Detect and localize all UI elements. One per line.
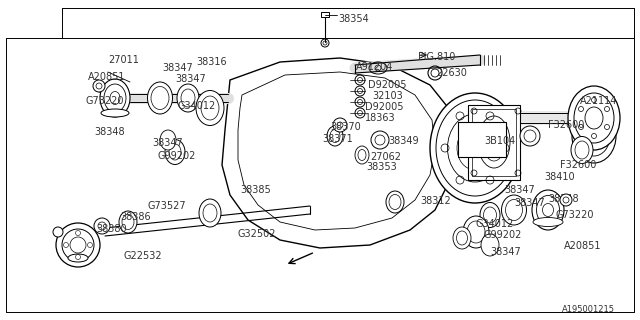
Text: 38354: 38354: [338, 14, 369, 24]
Ellipse shape: [177, 84, 199, 112]
Circle shape: [560, 194, 572, 206]
Text: FIG.810: FIG.810: [418, 52, 456, 62]
Ellipse shape: [119, 211, 137, 233]
Ellipse shape: [568, 86, 620, 150]
Text: 32103: 32103: [372, 91, 403, 101]
Text: A21114: A21114: [580, 96, 618, 106]
Text: G73220: G73220: [556, 210, 595, 220]
Text: G32502: G32502: [238, 229, 276, 239]
Text: 38347: 38347: [514, 198, 545, 208]
Text: D92005: D92005: [368, 80, 406, 90]
Circle shape: [53, 227, 63, 237]
Text: 38312: 38312: [420, 196, 451, 206]
Text: 3B104: 3B104: [484, 136, 515, 146]
Circle shape: [333, 118, 347, 132]
Circle shape: [56, 223, 100, 267]
Ellipse shape: [147, 82, 173, 114]
Text: 38380: 38380: [96, 224, 127, 234]
Ellipse shape: [199, 199, 221, 227]
Text: 38348: 38348: [548, 194, 579, 204]
Bar: [321, 12, 329, 17]
Text: 27011: 27011: [108, 55, 139, 65]
Text: 38348: 38348: [94, 127, 125, 137]
Ellipse shape: [502, 195, 527, 225]
Text: 38410: 38410: [544, 172, 575, 182]
Text: D92005: D92005: [365, 102, 403, 112]
Text: A20851: A20851: [88, 72, 125, 82]
Text: 38370: 38370: [330, 122, 361, 132]
Text: A195001215: A195001215: [562, 305, 615, 314]
Ellipse shape: [532, 190, 564, 230]
Ellipse shape: [100, 79, 130, 117]
Ellipse shape: [165, 140, 185, 164]
Text: 38316: 38316: [196, 57, 227, 67]
Text: 38385: 38385: [240, 185, 271, 195]
Text: 38347: 38347: [490, 247, 521, 257]
Bar: [458, 122, 506, 157]
Ellipse shape: [430, 93, 520, 203]
Text: 38347: 38347: [152, 138, 183, 148]
Text: G34012: G34012: [476, 219, 515, 229]
Text: A91204: A91204: [356, 62, 394, 72]
Text: 38386: 38386: [120, 212, 150, 222]
Text: A20851: A20851: [564, 241, 602, 251]
Circle shape: [520, 126, 540, 146]
Text: 38347: 38347: [162, 63, 193, 73]
Polygon shape: [222, 58, 455, 248]
Circle shape: [93, 80, 105, 92]
Ellipse shape: [327, 126, 343, 146]
Ellipse shape: [196, 91, 224, 125]
Ellipse shape: [481, 234, 499, 256]
Ellipse shape: [160, 130, 176, 150]
Ellipse shape: [386, 191, 404, 213]
Ellipse shape: [68, 254, 88, 262]
Bar: [472, 109, 516, 176]
Text: G99202: G99202: [158, 151, 196, 161]
Ellipse shape: [453, 227, 471, 249]
Text: 38371: 38371: [322, 134, 353, 144]
Circle shape: [371, 131, 389, 149]
Text: 27062: 27062: [370, 152, 401, 162]
Text: G34012: G34012: [178, 101, 216, 111]
Text: 18363: 18363: [365, 113, 396, 123]
Ellipse shape: [463, 216, 489, 248]
Text: G99202: G99202: [484, 230, 522, 240]
Circle shape: [94, 218, 110, 234]
Text: 38347: 38347: [504, 185, 535, 195]
Text: G73527: G73527: [148, 201, 187, 211]
Bar: [468, 105, 520, 180]
Ellipse shape: [572, 109, 616, 163]
Text: 38347: 38347: [175, 74, 205, 84]
Text: 22630: 22630: [436, 68, 467, 78]
Text: G22532: G22532: [124, 251, 163, 261]
Text: F32600: F32600: [560, 160, 596, 170]
Text: G73220: G73220: [86, 96, 125, 106]
Text: 38349: 38349: [388, 136, 419, 146]
Ellipse shape: [480, 203, 500, 228]
Ellipse shape: [101, 109, 129, 117]
Text: F32600: F32600: [548, 120, 584, 130]
Ellipse shape: [533, 218, 563, 227]
Ellipse shape: [571, 137, 593, 164]
Ellipse shape: [355, 146, 369, 164]
Text: 38353: 38353: [366, 162, 397, 172]
